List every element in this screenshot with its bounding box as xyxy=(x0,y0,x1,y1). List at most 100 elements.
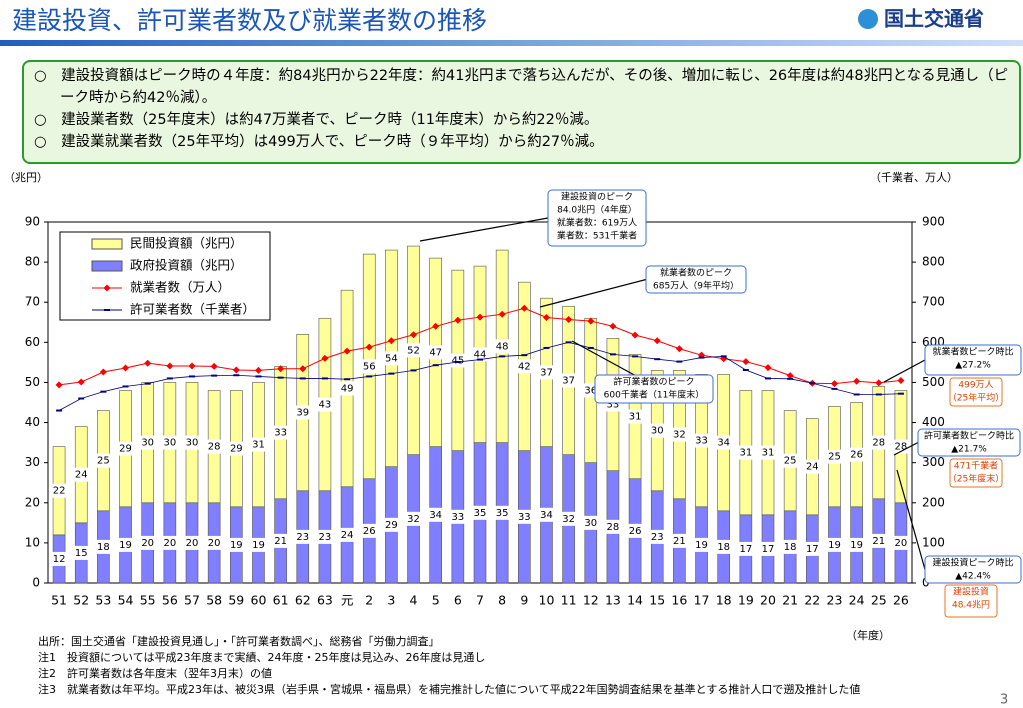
x-tick-label: 12 xyxy=(583,593,599,608)
value-label-bg xyxy=(782,539,799,554)
y2-tick-label: 0 xyxy=(922,576,930,590)
value-label: 19 xyxy=(119,540,132,551)
value-label-bg xyxy=(339,527,356,542)
value-label-bg xyxy=(272,425,289,440)
value-label-bg xyxy=(494,339,511,354)
callout xyxy=(924,555,1022,584)
value-label: 25 xyxy=(784,456,797,467)
x-tick-label: 20 xyxy=(760,593,776,608)
value-label: 35 xyxy=(474,508,487,519)
value-label-bg xyxy=(206,535,223,550)
marker xyxy=(122,364,130,372)
note: 注3 就業者数は年平均。平成23年は、被災3県（岩手県・宮城県・福島県）を補完推… xyxy=(38,682,860,696)
marker xyxy=(675,345,683,353)
x-tick-label: 52 xyxy=(73,593,89,608)
value-label: 17 xyxy=(739,544,752,555)
value-label-bg xyxy=(693,537,710,552)
marker xyxy=(653,337,661,345)
value-label: 26 xyxy=(629,526,642,537)
value-label: 35 xyxy=(496,508,509,519)
value-label: 31 xyxy=(762,448,775,459)
value-label: 30 xyxy=(163,438,176,449)
value-label: 24 xyxy=(341,530,354,541)
callout xyxy=(645,265,747,294)
x-tick-label: 55 xyxy=(140,593,156,608)
x-tick-label: 6 xyxy=(454,593,462,608)
value-label: 23 xyxy=(296,532,309,543)
value-label: 17 xyxy=(806,544,819,555)
x-tick-label: 4 xyxy=(410,593,418,608)
value-label-bg xyxy=(95,453,112,468)
value-label: 20 xyxy=(208,538,221,549)
callout-text: 84.0兆円（4年度） xyxy=(557,204,637,216)
value-label: 44 xyxy=(474,349,487,360)
value-label: 30 xyxy=(651,426,664,437)
summary-box: ○ 建設投資額はピーク時の４年度：約84兆円から22年度：約41兆円まで落ち込ん… xyxy=(22,60,1021,164)
value-label: 30 xyxy=(186,438,199,449)
value-label-bg xyxy=(782,453,799,468)
value-label: 20 xyxy=(141,538,154,549)
x-tick-label: 2 xyxy=(365,593,373,608)
callout-text: ▲42.4% xyxy=(955,572,991,582)
x-tick-label: 53 xyxy=(95,593,111,608)
value-label: 32 xyxy=(673,430,686,441)
marker xyxy=(432,322,440,330)
callout-text: 許可業者数のピーク xyxy=(613,376,694,388)
marker xyxy=(254,366,262,374)
value-label: 33 xyxy=(607,400,620,411)
y-tick-label: 10 xyxy=(25,535,40,549)
value-label: 37 xyxy=(540,367,553,378)
y-label: （兆円） xyxy=(4,171,48,184)
value-label-bg xyxy=(73,467,90,482)
value-label: 19 xyxy=(828,540,841,551)
x-tick-label: 26 xyxy=(893,593,909,608)
value-label-bg xyxy=(316,397,333,412)
value-label: 34 xyxy=(540,510,553,521)
x-tick-label: 56 xyxy=(162,593,178,608)
x-tick-label: 8 xyxy=(498,593,506,608)
marker xyxy=(387,337,395,345)
marker xyxy=(830,380,838,388)
callout-sub-text: （25年度末） xyxy=(948,473,1004,485)
callout-text: 業者数：531千業者 xyxy=(557,230,637,242)
value-label-bg xyxy=(848,447,865,462)
x-tick-label: 61 xyxy=(273,593,289,608)
x-tick-label: 23 xyxy=(827,593,843,608)
callout-text: 600千業者（11年度末） xyxy=(604,389,705,401)
value-label: 19 xyxy=(695,540,708,551)
x-tick-label: 17 xyxy=(694,593,710,608)
value-label-bg xyxy=(228,537,245,552)
callout-sub-text: 471千業者 xyxy=(954,460,998,472)
value-label: 31 xyxy=(252,440,265,451)
marker xyxy=(853,377,861,385)
value-label-bg xyxy=(538,507,555,522)
x-tick-label: 25 xyxy=(871,593,887,608)
y2-tick-label: 700 xyxy=(922,295,945,309)
y-tick-label: 70 xyxy=(25,295,40,309)
legend-swatch xyxy=(91,260,123,272)
marker xyxy=(631,331,639,339)
value-label: 37 xyxy=(562,375,575,386)
callout-sub xyxy=(944,584,998,618)
value-label: 45 xyxy=(451,355,464,366)
page-number: 3 xyxy=(1000,693,1008,708)
value-label-bg xyxy=(73,545,90,560)
value-label-bg xyxy=(604,519,621,534)
x-tick-label: 21 xyxy=(782,593,798,608)
value-label-bg xyxy=(449,509,466,524)
value-label-bg xyxy=(250,537,267,552)
callout-text: 建設投資ピーク時比 xyxy=(932,557,1013,569)
value-label: 54 xyxy=(385,353,398,364)
y-tick-label: 20 xyxy=(25,495,40,509)
value-label-bg xyxy=(472,347,488,362)
y-tick-label: 90 xyxy=(25,215,40,229)
x-label: （年度） xyxy=(846,628,890,642)
summary-line: ○ 建設業就業者数（25年平均）は499万人で、ピーク時（９年平均）から約27％… xyxy=(34,134,604,150)
value-label-bg xyxy=(139,435,156,450)
value-label-bg xyxy=(826,449,843,464)
y-tick-label: 60 xyxy=(25,335,40,349)
arrow xyxy=(896,469,926,570)
x-tick-label: 54 xyxy=(118,593,134,608)
value-label: 21 xyxy=(872,536,885,547)
value-label-bg xyxy=(405,511,422,526)
